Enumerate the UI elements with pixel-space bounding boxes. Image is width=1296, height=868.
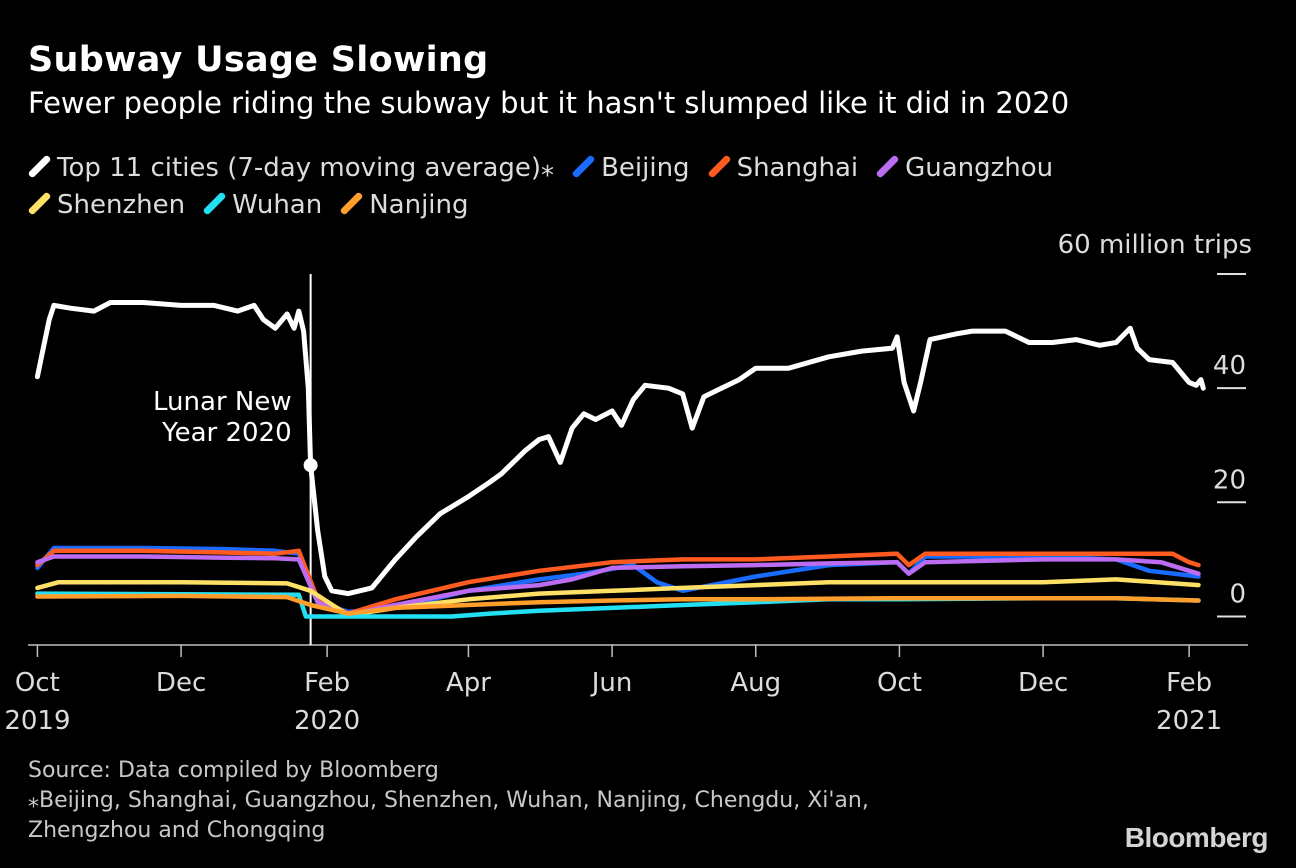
legend-swatch bbox=[202, 191, 227, 216]
line-chart: 60 million trips 0 20 40 Oct 2019 Dec Feb 2020 Ap… bbox=[4, 230, 1252, 735]
legend-item: Shanghai bbox=[707, 150, 859, 187]
legend-label: Nanjing bbox=[369, 190, 469, 220]
x-tick-label: Dec bbox=[1018, 668, 1068, 698]
series-line-shanghai bbox=[35, 548, 1201, 616]
source-line: Source: Data compiled by Bloomberg bbox=[28, 758, 439, 783]
legend-item: Nanjing bbox=[339, 187, 469, 224]
footnote-line: ⁎Beijing, Shanghai, Guangzhou, Shenzhen,… bbox=[28, 788, 869, 813]
y-axis-label: 60 million trips bbox=[1058, 230, 1252, 260]
y-tick-label: 0 bbox=[1229, 579, 1246, 609]
y-tick-label: 40 bbox=[1213, 351, 1246, 381]
legend-label: Guangzhou bbox=[905, 153, 1054, 183]
series-line-guangzhou bbox=[35, 554, 1201, 617]
legend-item: Wuhan bbox=[202, 187, 323, 224]
x-tick-label: Oct bbox=[15, 668, 60, 698]
legend-label: Shenzhen bbox=[57, 190, 186, 220]
x-tick-label: Apr bbox=[446, 668, 491, 698]
legend-swatch bbox=[27, 191, 52, 216]
x-tick-label: Jun bbox=[590, 668, 633, 698]
legend-item: Shenzhen bbox=[27, 187, 186, 224]
series-line-top bbox=[34, 300, 1206, 597]
chart-title: Subway Usage Slowing bbox=[28, 40, 489, 80]
x-tick-label: Feb bbox=[1166, 668, 1212, 698]
legend-swatch bbox=[707, 154, 732, 179]
legend-swatch bbox=[875, 154, 900, 179]
bloomberg-logo: Bloomberg bbox=[1124, 822, 1269, 853]
legend-item: Guangzhou bbox=[875, 150, 1054, 187]
legend-swatch bbox=[571, 154, 596, 179]
legend-item: Beijing bbox=[571, 150, 690, 187]
x-tick-label: Dec bbox=[156, 668, 206, 698]
footnote-line: Zhengzhou and Chongqing bbox=[28, 818, 326, 843]
series-line-nanjing bbox=[35, 593, 1201, 616]
x-tick-year-label: 2019 bbox=[4, 706, 70, 735]
annotation-marker bbox=[303, 458, 318, 473]
legend-label: Wuhan bbox=[232, 190, 323, 220]
legend-label: Top 11 cities (7-day moving average)⁎ bbox=[57, 153, 555, 183]
x-tick-year-label: 2020 bbox=[294, 706, 360, 735]
y-tick-label: 20 bbox=[1213, 465, 1246, 495]
x-tick-label: Oct bbox=[877, 668, 922, 698]
chart-subtitle: Fewer people riding the subway but it ha… bbox=[28, 86, 1070, 120]
series-line-shenzhen bbox=[35, 577, 1201, 618]
legend-swatch bbox=[339, 191, 364, 216]
legend-swatch bbox=[27, 154, 52, 179]
legend-label: Beijing bbox=[601, 153, 690, 183]
legend: Top 11 cities (7-day moving average)⁎ Bei… bbox=[27, 150, 1210, 224]
legend-item: Top 11 cities (7-day moving average)⁎ bbox=[27, 150, 555, 187]
x-tick-year-label: 2021 bbox=[1156, 706, 1222, 735]
annotation-text: Lunar New bbox=[153, 387, 292, 417]
source-note: Source: Data compiled by Bloomberg ⁎Beij… bbox=[28, 756, 869, 846]
x-tick-label: Feb bbox=[304, 668, 350, 698]
x-tick-label: Aug bbox=[730, 668, 781, 698]
legend-label: Shanghai bbox=[736, 153, 859, 183]
annotation-text: Year 2020 bbox=[161, 418, 291, 448]
